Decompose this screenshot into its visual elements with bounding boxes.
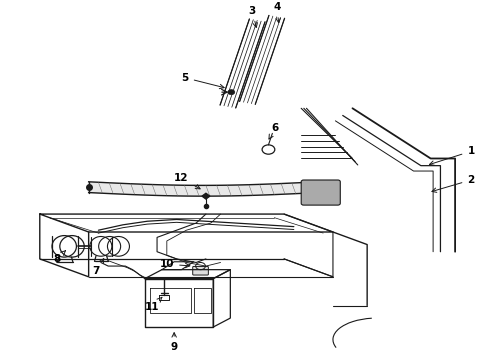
Circle shape xyxy=(228,90,235,95)
Text: 8: 8 xyxy=(53,251,66,264)
Polygon shape xyxy=(89,182,318,196)
Text: 1: 1 xyxy=(429,146,475,165)
Text: 12: 12 xyxy=(174,173,200,189)
Text: 10: 10 xyxy=(160,259,190,269)
Polygon shape xyxy=(202,193,210,199)
Text: 3: 3 xyxy=(249,6,257,27)
Text: 7: 7 xyxy=(92,258,104,276)
FancyBboxPatch shape xyxy=(193,266,208,275)
FancyBboxPatch shape xyxy=(301,180,340,205)
Text: 2: 2 xyxy=(432,175,475,192)
Text: 6: 6 xyxy=(269,123,279,139)
Text: 11: 11 xyxy=(145,297,162,312)
Text: 4: 4 xyxy=(273,2,280,23)
Text: 5: 5 xyxy=(182,73,224,89)
Text: 9: 9 xyxy=(171,333,178,352)
